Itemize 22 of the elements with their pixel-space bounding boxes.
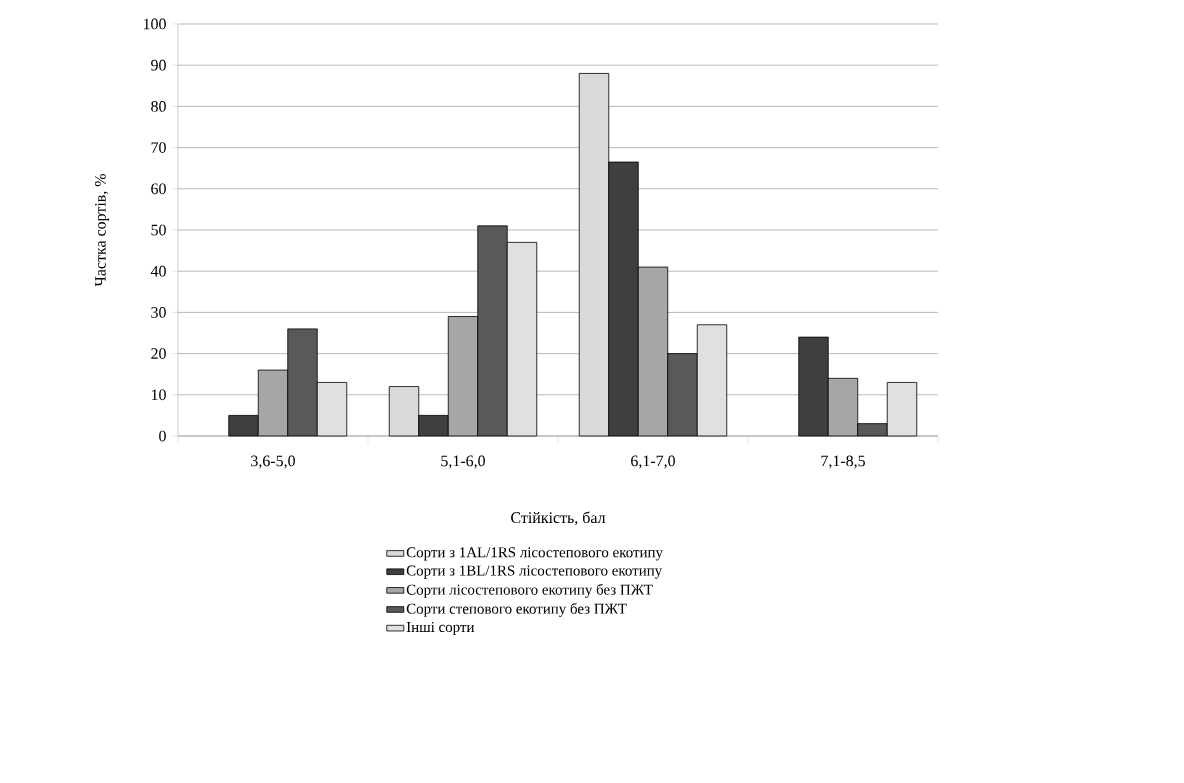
y-tick-label: 90: [151, 59, 166, 71]
y-tick-label: 0: [159, 430, 166, 442]
y-tick-label: 70: [151, 142, 166, 153]
x-tick-label: 5,1-6,0: [441, 455, 485, 469]
y-tick-label: 20: [151, 348, 166, 359]
legend-label: Сорти лісостепового екотипу без ПЖТ: [406, 583, 653, 598]
x-axis-title: Стійкість, бал: [511, 511, 606, 526]
y-tick-label: 30: [151, 307, 166, 318]
y-tick-label: 40: [150, 265, 166, 277]
legend-label: Сорти з 1BL/1RS лісостепового екотипу: [406, 565, 663, 579]
y-axis-title: Частка сортів, %: [95, 174, 109, 287]
legend-label: Інші сорти: [406, 621, 475, 636]
y-tick-label: 10: [151, 389, 166, 401]
x-tick-label: 7,1-8,5: [821, 455, 865, 469]
y-tick-label: 60: [151, 183, 166, 195]
y-tick-label: 50: [151, 224, 166, 236]
y-tick-label: 100: [143, 18, 166, 30]
x-tick-label: 3,6-5,0: [251, 455, 295, 469]
legend-label: Сорти степового екотипу без ПЖТ: [406, 602, 627, 617]
x-tick-label: 6,1-7,0: [631, 455, 675, 469]
y-tick-label: 80: [151, 101, 166, 112]
legend-label: Сорти з 1AL/1RS лісостепового екотипу: [406, 547, 663, 561]
